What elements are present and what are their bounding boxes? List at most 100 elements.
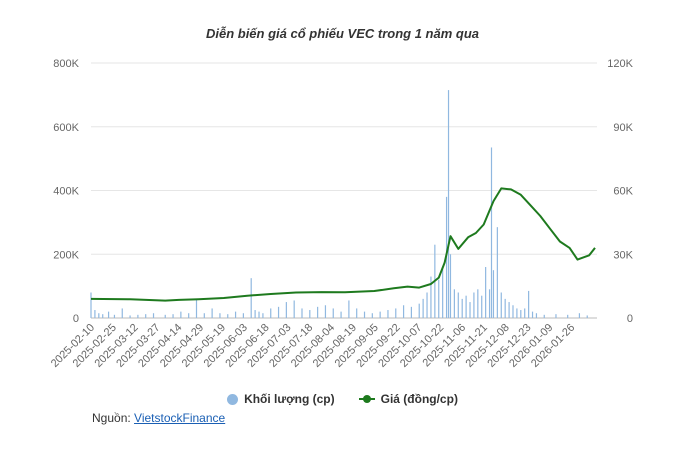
volume-bar [488, 289, 491, 318]
volume-bar [371, 313, 373, 318]
volume-bar [555, 314, 557, 318]
x-axis: 2025-02-102025-02-252025-03-122025-03-27… [49, 322, 577, 370]
volume-bar [512, 305, 514, 318]
volume-bar [90, 292, 92, 318]
y-left-tick-label: 400K [53, 186, 79, 198]
source-link[interactable]: VietstockFinance [134, 411, 226, 425]
volume-bar [363, 311, 366, 318]
volume-bar [98, 313, 100, 318]
volume-bar [152, 313, 155, 318]
volume-bar [145, 314, 147, 318]
volume-bar [426, 292, 428, 318]
y-right-tick-label: 90K [613, 122, 633, 134]
volume-bar [270, 308, 272, 318]
volume-bar [227, 314, 229, 318]
volume-bar [94, 310, 96, 318]
volume-bar [258, 311, 260, 318]
volume-bar [234, 311, 237, 318]
volume-bar [578, 313, 581, 318]
volume-bar [356, 308, 358, 318]
volume-bar [324, 305, 327, 318]
legend-price-label: Giá (đồng/cp) [380, 392, 458, 406]
volume-bar [113, 314, 116, 318]
volume-bar [535, 313, 538, 318]
volume-bar [129, 315, 131, 318]
volume-bar [203, 313, 205, 318]
volume-bar [211, 308, 213, 318]
volume-bar [485, 267, 487, 318]
volume-bar [340, 311, 342, 318]
y-axis-left: 0 200K 400K 600K 800K [53, 58, 79, 325]
volume-bar [219, 313, 221, 318]
volume-bar [531, 311, 534, 318]
volume-bar [473, 292, 475, 318]
volume-bar [447, 90, 450, 318]
volume-bar [172, 314, 174, 318]
volume-bar [465, 295, 467, 318]
volume-bar [402, 305, 405, 318]
volume-bar [524, 308, 526, 318]
volume-bar [453, 289, 455, 318]
volume-bar [332, 308, 334, 318]
volume-bar [490, 147, 493, 318]
volume-bar [379, 311, 381, 318]
volume-bar [317, 306, 319, 318]
volume-bar [262, 313, 264, 318]
volume-bar [430, 276, 432, 318]
volume-bar [481, 295, 483, 318]
legend-volume-label: Khối lượng (cp) [244, 392, 335, 406]
volume-bar [395, 308, 397, 318]
volume-bar [442, 267, 444, 318]
volume-bar [543, 314, 545, 318]
volume-bar [254, 310, 256, 318]
volume-bar [387, 310, 389, 318]
y-axis-right: 0 30K 60K 90K 120K [607, 58, 633, 325]
volume-bar [520, 310, 522, 318]
volume-bar [188, 313, 190, 318]
volume-bar [242, 313, 244, 318]
price-line [90, 187, 596, 302]
source-prefix: Nguồn: [92, 411, 135, 425]
chart-title: Diễn biến giá cổ phiếu VEC trong 1 năm q… [205, 26, 480, 41]
volume-bar [250, 278, 252, 318]
volume-bar [504, 298, 506, 318]
volume-bar [107, 311, 110, 318]
volume-bar [477, 289, 479, 318]
volume-bar [180, 311, 182, 318]
legend-volume[interactable]: Khối lượng (cp) [227, 392, 335, 406]
grid [91, 62, 597, 319]
volume-bar [418, 303, 420, 318]
volume-bar [496, 227, 498, 318]
y-right-tick-label: 0 [627, 313, 633, 325]
volume-bars [90, 90, 588, 318]
legend-price-swatch [358, 395, 375, 403]
volume-bar [492, 270, 495, 318]
volume-bar [586, 315, 588, 318]
volume-bar [301, 308, 303, 318]
volume-bar [277, 306, 280, 318]
y-left-tick-label: 800K [53, 58, 79, 70]
y-left-tick-label: 200K [53, 249, 79, 261]
legend-volume-swatch [227, 393, 239, 405]
legend: Khối lượng (cp) Giá (đồng/cp) [0, 392, 685, 406]
volume-bar [164, 314, 166, 318]
volume-bar [410, 306, 413, 318]
volume-bar [422, 298, 424, 318]
volume-bar [309, 310, 311, 318]
volume-bar [457, 292, 459, 318]
volume-bar [528, 290, 530, 318]
volume-bar [516, 308, 518, 318]
legend-price[interactable]: Giá (đồng/cp) [358, 392, 458, 406]
volume-bar [293, 300, 295, 318]
volume-bar [500, 292, 502, 318]
volume-bar [449, 254, 452, 318]
volume-bar [469, 302, 471, 318]
volume-bar [195, 298, 198, 318]
y-right-tick-label: 60K [613, 186, 633, 198]
price-line-group [90, 187, 596, 302]
volume-bar [508, 302, 510, 318]
y-left-tick-label: 600K [53, 122, 79, 134]
y-left-tick-label: 0 [73, 313, 79, 325]
